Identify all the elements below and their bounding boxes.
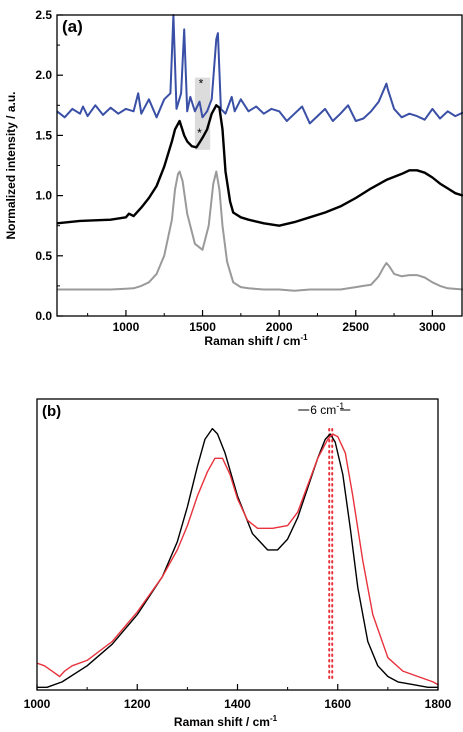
x-tick-label: 1400 (224, 697, 251, 711)
panel-a: 1000 1500 2000 2500 3000 0.0 0.5 1.0 1.5 2.0 2.5 (… (4, 8, 463, 348)
spectrum-line (56, 104, 463, 227)
y-tick-label: 0.5 (35, 249, 52, 263)
panel-b-label: (b) (42, 403, 61, 420)
panel-a-annotations: ** (197, 77, 204, 140)
y-tick-label: 1.5 (35, 128, 52, 142)
x-tick-label: 1000 (113, 320, 140, 334)
panel-a-x-axis-label: Raman shift / cm-1 (204, 333, 308, 348)
panel-a-y-axis-label: Normalized intensity / a.u. (4, 91, 18, 239)
panel-b-x-axis-unit-sup: -1 (270, 714, 278, 723)
panel-a-x-axis-title: Raman shift / cm (204, 334, 300, 348)
panel-b-x-axis-title: Raman shift / cm (174, 715, 270, 729)
x-tick-label: 3000 (419, 320, 446, 334)
panel-b-series (36, 427, 439, 688)
x-tick-label: 2000 (266, 320, 293, 334)
y-tick-label: 2.0 (35, 68, 52, 82)
panel-a-series (56, 14, 463, 292)
shift-unit-sup: -1 (336, 401, 344, 411)
x-tick-label: 1600 (324, 697, 351, 711)
panel-a-x-axis-unit-sup: -1 (300, 333, 308, 342)
panel-a-axis-ticks: 1000 1500 2000 2500 3000 0.0 0.5 1.0 1.5 2.0 2.5 (35, 8, 446, 334)
panel-b: 1000 1200 1400 1600 1800 (b) 6 cm-1 Raman sh… (24, 398, 452, 729)
spectrum-line (57, 170, 463, 292)
panel-b-axis-ticks: 1000 1200 1400 1600 1800 (24, 684, 452, 711)
spectrum-line (56, 14, 463, 125)
panel-b-x-axis-label: Raman shift / cm-1 (174, 714, 278, 729)
y-tick-label: 1.0 (35, 189, 52, 203)
x-tick-label: 2500 (342, 320, 369, 334)
panel-b-reference-lines (328, 428, 334, 681)
shift-value: 6 cm (310, 403, 336, 417)
x-tick-label: 1000 (24, 697, 51, 711)
shift-annotation-label: 6 cm-1 (310, 401, 344, 417)
spectrum-line (36, 433, 439, 686)
shift-annotation: 6 cm-1 (298, 401, 351, 417)
x-tick-label: 1200 (124, 697, 151, 711)
asterisk-annotation: * (199, 77, 204, 91)
asterisk-annotation: * (197, 126, 202, 140)
y-tick-label: 2.5 (35, 8, 52, 22)
panel-a-label: (a) (62, 17, 83, 36)
y-tick-label: 0.0 (35, 309, 52, 323)
x-tick-label: 1500 (189, 320, 216, 334)
x-tick-label: 1800 (425, 697, 452, 711)
